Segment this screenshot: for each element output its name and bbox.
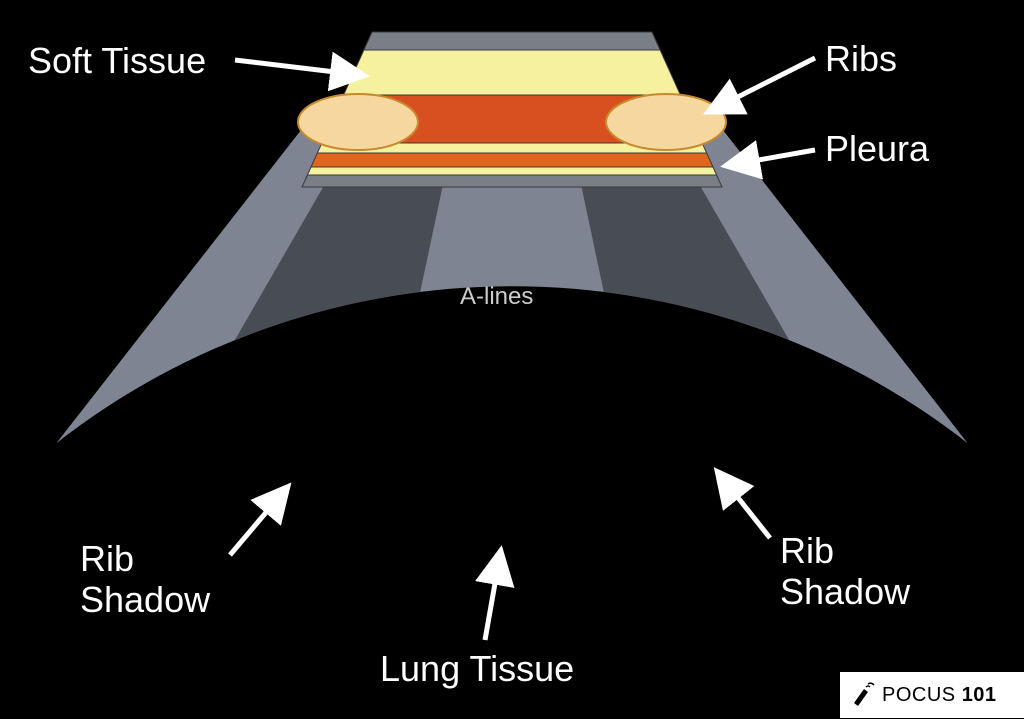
label-a-lines: A-lines	[460, 283, 533, 311]
layer-soft_tissue	[344, 50, 681, 95]
pocus-logo: POCUS 101	[840, 672, 1024, 718]
soft-tissue-arrow	[235, 60, 360, 75]
label-soft-tissue: Soft Tissue	[28, 40, 206, 81]
rib-left	[298, 94, 418, 150]
ribs-arrow	[712, 58, 815, 110]
a-line-1	[392, 320, 632, 329]
layer-thin_yellow2	[307, 167, 716, 175]
lung-tissue-arrow	[485, 555, 500, 640]
logo-text: POCUS 101	[882, 684, 997, 707]
diagram-canvas: Soft Tissue Ribs Pleura A-lines Rib Shad…	[0, 0, 1024, 719]
layer-gray_top	[364, 32, 660, 50]
label-rib-shadow-left: Rib Shadow	[80, 538, 210, 621]
label-rib-shadow-right: Rib Shadow	[780, 530, 910, 613]
label-lung-tissue: Lung Tissue	[380, 648, 574, 689]
rib-shadow-right-arrow	[720, 475, 770, 538]
label-ribs: Ribs	[825, 38, 897, 79]
layer-gray_bottom	[302, 175, 722, 187]
a-line-2	[352, 480, 672, 489]
probe-icon	[848, 681, 876, 709]
rib-shadow-left-arrow	[230, 490, 285, 555]
label-pleura: Pleura	[825, 128, 929, 169]
layer-pleura	[311, 153, 713, 167]
rib-right	[606, 94, 726, 150]
tissue-block	[298, 32, 726, 187]
